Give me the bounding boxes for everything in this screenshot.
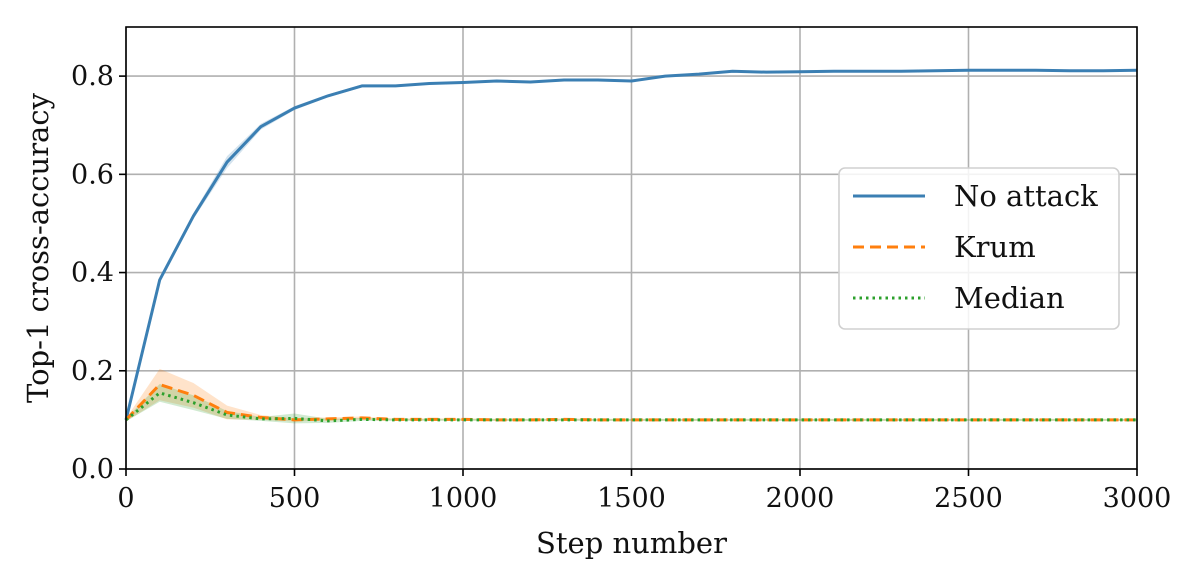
x-tick-label: 1000 <box>429 483 498 514</box>
y-tick-label: 0.0 <box>71 454 114 485</box>
y-tick-label: 0.4 <box>71 258 114 289</box>
x-axis-label: Step number <box>536 526 727 560</box>
x-tick-label: 3000 <box>1103 483 1172 514</box>
series-lines <box>124 68 1138 423</box>
band-krum <box>126 368 1137 422</box>
y-axis-label: Top-1 cross-accuracy <box>21 92 55 403</box>
legend-label-krum: Krum <box>954 230 1036 264</box>
series-line-krum <box>124 383 1137 422</box>
x-tick-label: 0 <box>117 483 134 514</box>
y-tick-label: 0.2 <box>71 356 114 387</box>
axes <box>119 26 1138 476</box>
legend-box <box>838 167 1120 330</box>
x-tick-label: 1500 <box>597 483 666 514</box>
series-line-no-attack <box>124 68 1138 421</box>
tick-labels: 0 500 1000 1500 2000 2500 3000 0.0 0.2 0.4 0.6 0.8 <box>71 61 1171 514</box>
x-tick-label: 500 <box>269 483 321 514</box>
y-tick-label: 0.8 <box>71 61 114 92</box>
y-tick-label: 0.6 <box>71 159 114 190</box>
legend-label-no-attack: No attack <box>954 179 1098 213</box>
legend: No attack Krum Median <box>838 167 1120 330</box>
x-tick-label: 2500 <box>934 483 1003 514</box>
x-tick-label: 2000 <box>766 483 835 514</box>
legend-label-median: Median <box>954 281 1065 315</box>
